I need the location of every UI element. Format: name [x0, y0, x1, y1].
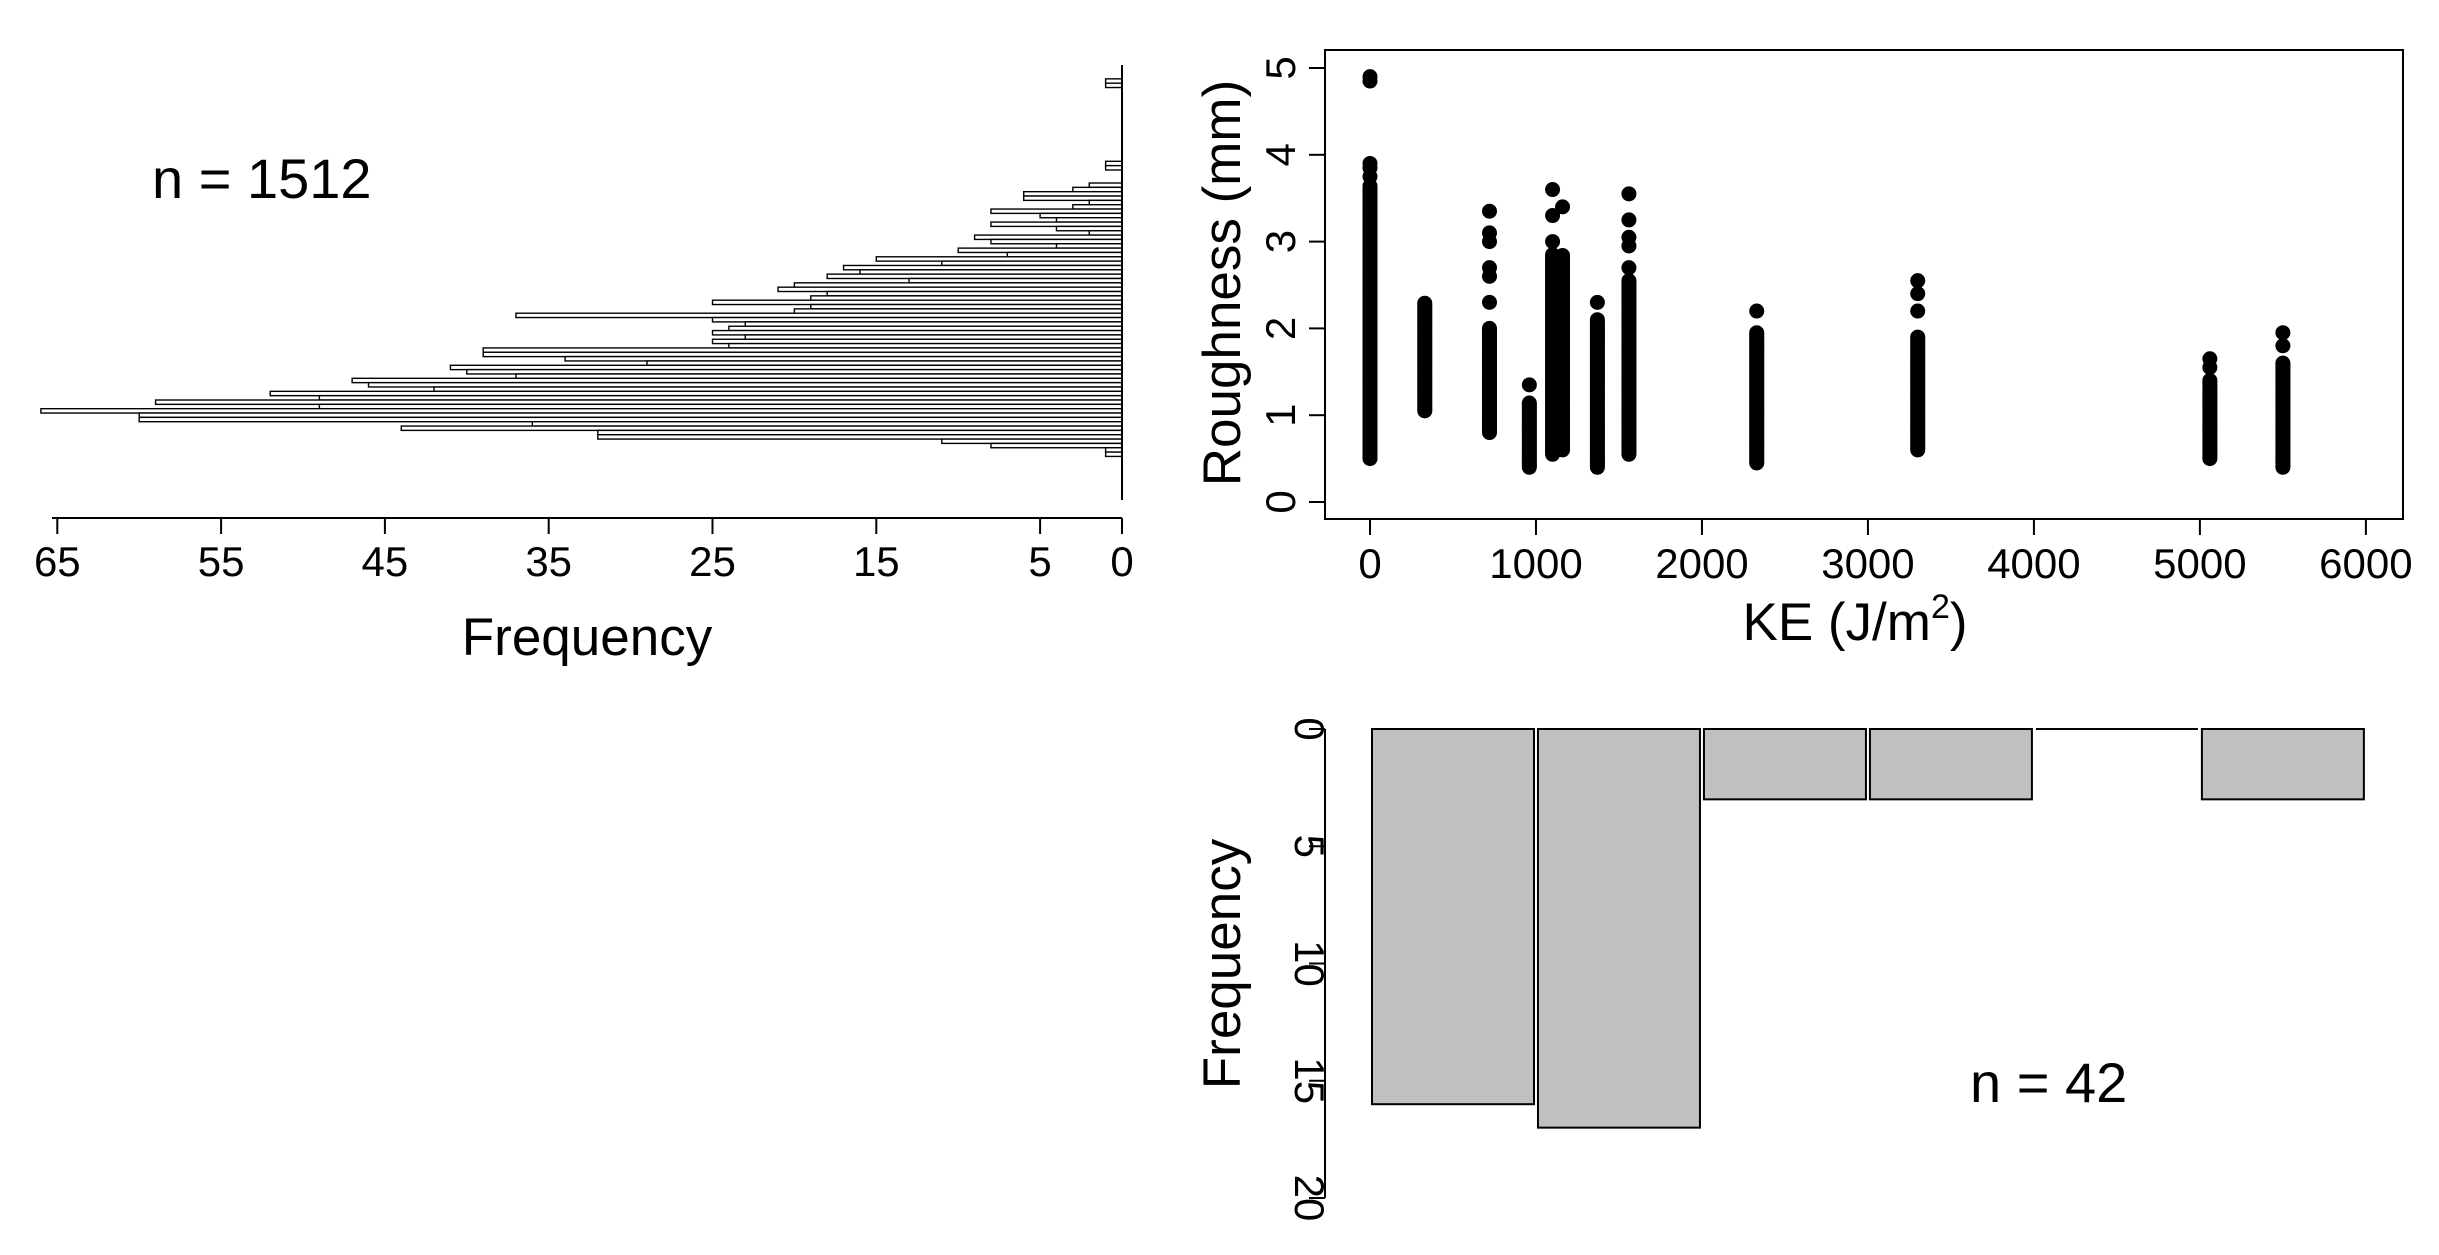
scatter-point [1555, 199, 1571, 215]
scatter-plot-frame [1324, 49, 2404, 520]
histogram-x-label: Frequency [462, 608, 713, 667]
roughness-vs-ke-scatter: 0 1000 2000 3000 4000 5000 6000 0 1 2 3 4 5 KE (J/m… [1193, 49, 2413, 652]
scatter-y-ticks: 0 1 2 3 4 5 [1257, 56, 1325, 514]
class-histogram-y-ticks: 0 5 10 15 20 [1286, 717, 1333, 1221]
scatter-point [1589, 294, 1605, 310]
scatter-point [1545, 208, 1561, 224]
scatter-x-tick-label: 5000 [2153, 540, 2246, 587]
histogram-bar [1104, 82, 1123, 89]
class-histogram-bar [1371, 728, 1535, 1106]
histogram-x-ticks: 65 55 45 35 25 15 5 0 [34, 518, 1134, 585]
class-histogram-bar [1702, 728, 1867, 801]
scatter-point [1749, 303, 1765, 319]
class-histogram-y-tick-label: 0 [1286, 717, 1333, 740]
scatter-x-label: KE (J/m2) [1742, 588, 1967, 652]
scatter-point [1621, 273, 1637, 289]
scatter-point [1749, 325, 1765, 341]
scatter-point [1910, 329, 1926, 345]
histogram-bar [990, 442, 1123, 449]
scatter-point [1545, 234, 1561, 250]
class-histogram-sample-size: n = 42 [1970, 1051, 2127, 1114]
class-histogram-bars [1371, 728, 2365, 1129]
class-histogram-y-tick-label: 20 [1286, 1175, 1333, 1222]
scatter-point [1555, 247, 1571, 263]
scatter-point [2202, 372, 2218, 388]
histogram-x-tick-label: 65 [34, 538, 81, 585]
scatter-point [1621, 212, 1637, 228]
scatter-point [2202, 351, 2218, 367]
scatter-point [1362, 155, 1378, 171]
scatter-point [1482, 320, 1498, 336]
scatter-point [1482, 225, 1498, 241]
histogram-x-tick-label: 0 [1110, 538, 1133, 585]
scatter-point [1417, 295, 1433, 311]
histogram-sample-size: n = 1512 [152, 147, 372, 210]
scatter-x-label-superscript: 2 [1931, 588, 1950, 626]
scatter-point [1621, 186, 1637, 202]
scatter-point [1482, 260, 1498, 276]
histogram-x-tick-label: 35 [525, 538, 572, 585]
class-histogram-y-label: Frequency [1193, 838, 1252, 1089]
scatter-y-tick-label: 1 [1257, 404, 1304, 427]
scatter-x-tick-label: 1000 [1489, 540, 1582, 587]
scatter-x-tick-label: 4000 [1987, 540, 2080, 587]
histogram-x-tick-label: 25 [689, 538, 736, 585]
scatter-point [1362, 69, 1378, 85]
scatter-point [1521, 395, 1537, 411]
histogram-x-tick-label: 45 [362, 538, 409, 585]
class-histogram-y-tick-label: 15 [1286, 1057, 1333, 1104]
class-histogram-y-tick-label: 5 [1286, 835, 1333, 858]
scatter-y-tick-label: 2 [1257, 317, 1304, 340]
scatter-point [1910, 286, 1926, 302]
scatter-point [1910, 273, 1926, 289]
scatter-point [2275, 338, 2291, 354]
scatter-point [1482, 294, 1498, 310]
histogram-x-tick-label: 15 [853, 538, 900, 585]
scatter-y-tick-label: 0 [1257, 490, 1304, 513]
scatter-x-tick-label: 0 [1358, 540, 1381, 587]
class-histogram-bar [1536, 728, 1701, 1129]
scatter-point [1621, 229, 1637, 245]
scatter-x-label-suffix: ) [1950, 593, 1968, 652]
scatter-point [1482, 203, 1498, 219]
scatter-point [1589, 312, 1605, 328]
class-histogram-bar [1868, 728, 2033, 801]
scatter-point [1621, 260, 1637, 276]
histogram-x-tick-label: 55 [198, 538, 245, 585]
class-histogram-y-tick-label: 10 [1286, 940, 1333, 987]
scatter-x-label-main: KE (J/m [1742, 593, 1930, 652]
ke-class-histogram: 0 5 10 15 20 Frequency n = 42 [1193, 717, 2365, 1221]
scatter-point [2275, 355, 2291, 371]
scatter-y-tick-label: 3 [1257, 230, 1304, 253]
scatter-point [2275, 325, 2291, 341]
scatter-point [1521, 377, 1537, 393]
histogram-bars [40, 78, 1123, 458]
scatter-points [1362, 69, 2291, 475]
scatter-x-ticks: 0 1000 2000 3000 4000 5000 6000 [1358, 519, 2413, 587]
histogram-bar [1104, 164, 1123, 171]
scatter-y-label: Roughness (mm) [1193, 80, 1252, 486]
scatter-point [1545, 182, 1561, 198]
class-histogram-bar [2200, 728, 2365, 801]
histogram-bar [1104, 451, 1123, 458]
scatter-x-tick-label: 2000 [1655, 540, 1748, 587]
roughness-histogram: 65 55 45 35 25 15 5 0 Frequency n = 1512 [34, 65, 1134, 667]
histogram-x-tick-label: 5 [1028, 538, 1051, 585]
scatter-x-tick-label: 6000 [2319, 540, 2412, 587]
scatter-y-tick-label: 5 [1257, 56, 1304, 79]
scatter-point [1910, 303, 1926, 319]
scatter-x-tick-label: 3000 [1821, 540, 1914, 587]
scatter-y-tick-label: 4 [1257, 143, 1304, 166]
